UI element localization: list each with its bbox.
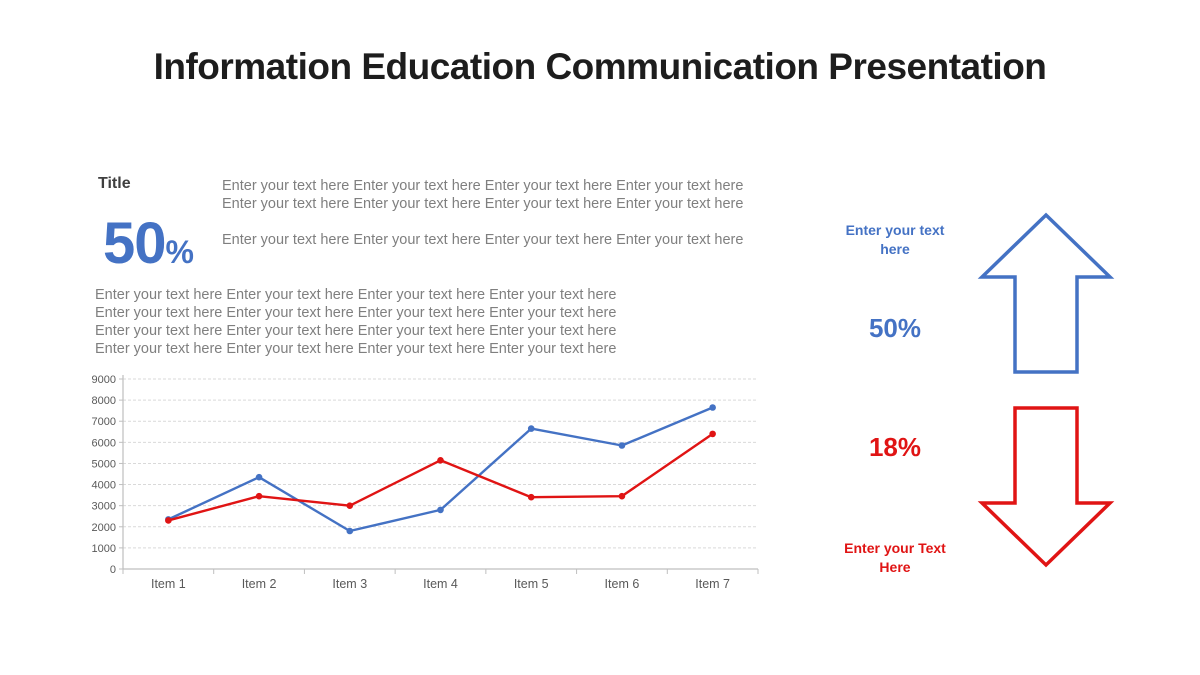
big-stat-50-percent: 50% [103,210,194,277]
y-axis-tick-label: 1000 [92,543,116,555]
data-point-red-series [527,493,535,501]
intro-line: Enter your text here Enter your text her… [222,178,744,194]
x-axis-category-label: Item 5 [514,577,549,591]
x-axis-category-label: Item 6 [605,577,640,591]
y-axis-tick-label: 9000 [92,374,116,386]
x-axis-category-label: Item 1 [151,577,186,591]
up-arrow-caption: Enter your text here [845,222,945,257]
down-arrow-value: 18% [868,432,922,462]
x-axis-category-label: Item 2 [242,577,277,591]
y-axis-tick-label: 2000 [92,522,116,534]
data-point-red-series [255,492,263,500]
body-line: Enter your text here Enter your text her… [95,341,617,357]
body-placeholder-text: Enter your text here Enter your text her… [95,286,616,358]
data-point-blue-series [346,527,354,535]
y-axis-tick-label: 3000 [92,501,116,513]
line-chart-svg: 0 1000 2000 3000 4000 5000 6000 7000 8000 9000 Ite… [92,374,759,591]
data-point-red-series [618,492,626,500]
x-axis-category-label: Item 3 [332,577,367,591]
data-point-red-series [709,430,716,438]
big-stat-number: 50 [103,211,167,276]
y-axis-tick-label: 8000 [92,395,116,407]
y-axis-tick-label: 6000 [92,437,116,449]
section-heading: Title [98,175,131,192]
intro-line: Enter your text here Enter your text her… [222,232,744,248]
up-arrow-icon [976,211,1116,376]
y-axis-tick-label: 7000 [92,416,116,428]
intro-line: Enter your text here Enter your text her… [222,196,744,212]
y-axis-tick-label: 5000 [92,458,116,470]
data-point-red-series [165,517,172,524]
data-point-blue-series [618,442,626,449]
data-point-blue-series [255,473,263,481]
data-point-blue-series [437,506,444,514]
down-arrow-icon [976,404,1116,569]
data-point-blue-series [709,404,716,411]
body-line: Enter your text here Enter your text her… [95,323,617,339]
big-stat-percent-sign: % [165,234,194,270]
data-point-red-series [437,456,444,464]
y-axis-tick-label: 4000 [92,480,116,492]
x-axis-category-label: Item 7 [695,577,730,591]
data-point-blue-series [527,425,535,432]
down-arrow-caption: Enter your Text Here [844,540,946,575]
x-axis-category-label: Item 4 [423,577,458,591]
body-line: Enter your text here Enter your text her… [95,305,617,321]
y-axis-tick-label: 0 [110,564,116,576]
intro-placeholder-text: Enter your text here Enter your text her… [222,177,743,249]
data-point-red-series [346,502,354,509]
up-arrow-value: 50% [868,313,922,343]
slide-title: Information Education Communication Pres… [153,46,1047,87]
body-line: Enter your text here Enter your text her… [95,287,617,303]
line-chart: 0 1000 2000 3000 4000 5000 6000 7000 8000 9000 Ite… [75,370,775,600]
